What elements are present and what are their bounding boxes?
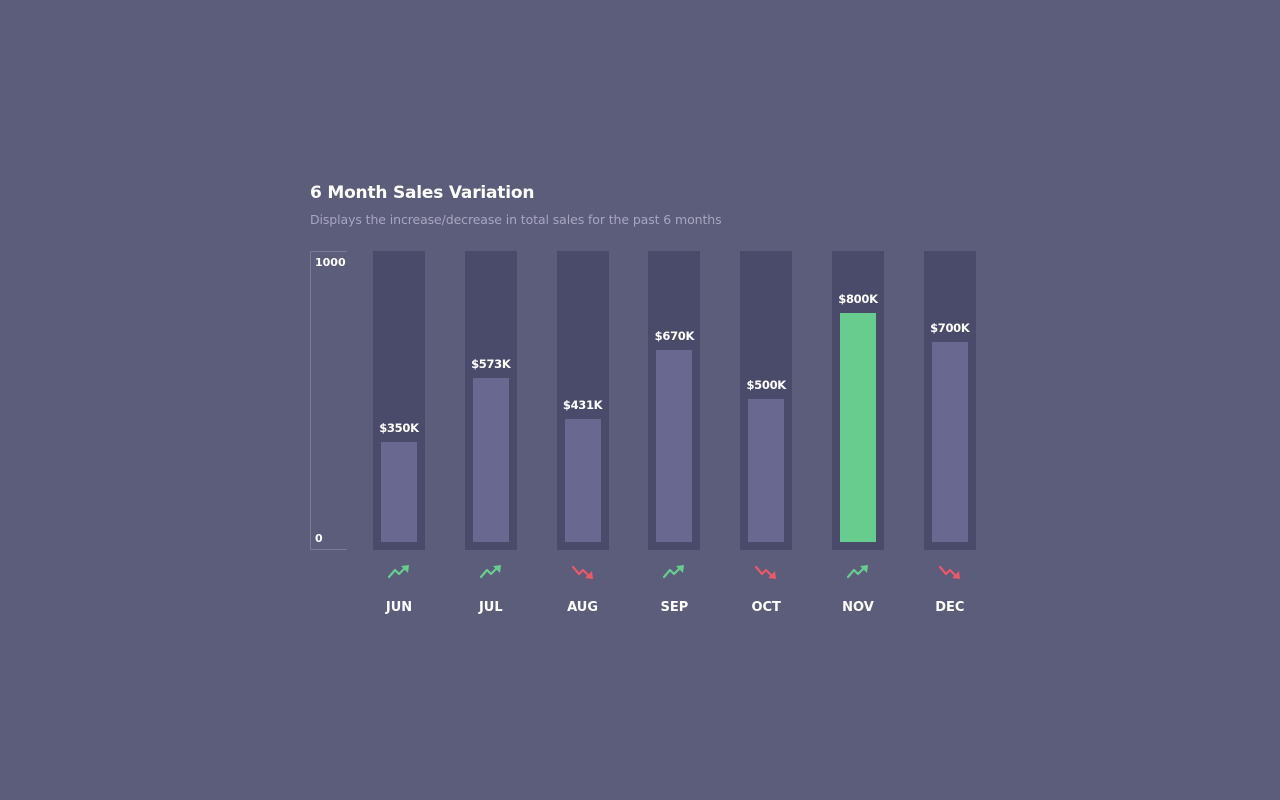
bar[interactable] (840, 313, 876, 542)
bar-value-label: $670K (654, 329, 695, 344)
x-tick-label: AUG (567, 600, 599, 615)
bar-column-sep: $670K SEP (648, 251, 701, 636)
x-tick-label: JUN (385, 600, 413, 615)
bar-column-dec: $700K DEC (923, 251, 976, 636)
bar-track: $350K (373, 251, 425, 550)
y-tick-max: 1000 (315, 256, 346, 269)
trending-down-icon (571, 564, 594, 580)
bar-value-label: $431K (562, 397, 603, 412)
bar-track: $670K (648, 251, 701, 550)
trending-down-icon (938, 564, 961, 580)
bar-column-jul: $573K JUL (464, 251, 517, 636)
bar-track: $573K (464, 251, 517, 550)
bar-track: $700K (923, 251, 976, 550)
bar-column-aug: $431K AUG (556, 251, 609, 636)
chart-subtitle: Displays the increase/decrease in total … (310, 212, 722, 227)
y-tick-min: 0 (315, 532, 323, 545)
bar[interactable] (656, 350, 693, 542)
bar-value-label: $350K (379, 420, 419, 435)
trending-down-icon (755, 564, 777, 580)
bar-value-label: $500K (746, 378, 786, 392)
trending-up-icon (846, 564, 869, 580)
chart-title: 6 Month Sales Variation (310, 183, 535, 203)
trending-up-icon (387, 564, 410, 580)
bar-track: $500K (740, 251, 793, 550)
trending-up-icon (663, 564, 685, 580)
x-tick-label: SEP (660, 600, 689, 615)
bar[interactable] (472, 378, 509, 542)
bar-value-label: $573K (471, 357, 511, 372)
x-tick-label: NOV (842, 600, 874, 615)
bar[interactable] (748, 399, 785, 542)
x-tick-label: OCT (751, 600, 781, 615)
bar[interactable] (564, 418, 601, 542)
y-axis: 1000 0 (310, 251, 347, 550)
trending-up-icon (479, 564, 502, 580)
bar-track: $800K (832, 251, 884, 550)
bar[interactable] (931, 341, 968, 542)
bar-column-oct: $500K OCT (740, 251, 793, 636)
bar-column-jun: $350K JUN (373, 251, 425, 636)
bar[interactable] (381, 441, 417, 542)
bar-column-nov: $800K NOV (832, 251, 884, 636)
bar-value-label: $800K (838, 292, 878, 307)
bar-track: $431K (556, 251, 609, 550)
x-tick-label: JUL (478, 600, 503, 615)
sales-chart-card: 6 Month Sales Variation Displays the inc… (310, 180, 990, 630)
bar-value-label: $700K (930, 320, 970, 335)
x-tick-label: DEC (935, 600, 965, 615)
